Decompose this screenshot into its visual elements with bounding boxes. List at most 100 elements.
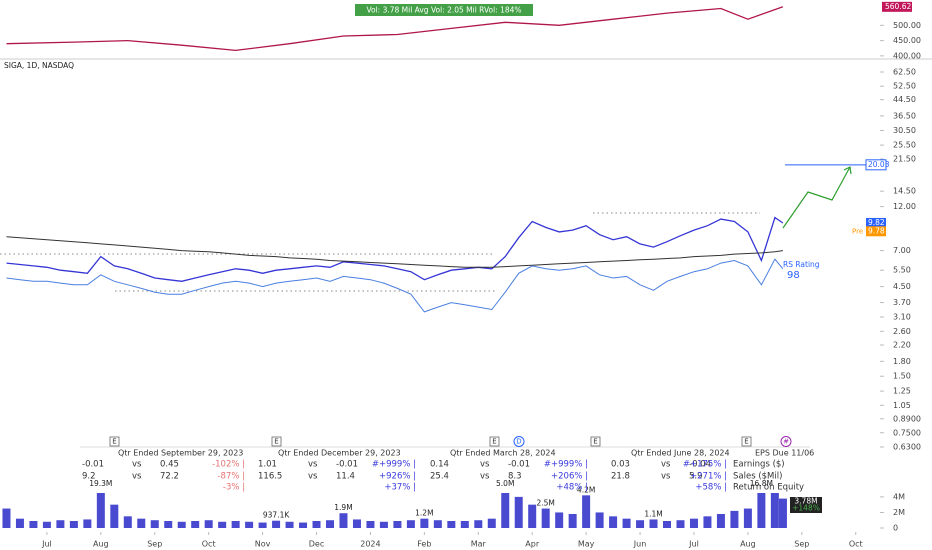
volume-bar <box>245 521 254 528</box>
volume-label: 2.5M <box>536 499 554 508</box>
x-tick-label: Jul <box>688 540 699 549</box>
icon-letter: E <box>274 438 278 446</box>
table-cell: 72.2 <box>160 472 179 482</box>
volume-bar <box>326 520 334 528</box>
icon-letter: # <box>783 438 789 446</box>
y-tick-label: 0 <box>893 524 898 533</box>
table-cell: 5.9 <box>689 472 703 482</box>
series-line <box>6 258 784 313</box>
table-cell: vs <box>132 472 142 482</box>
volume-bar <box>406 520 415 528</box>
x-tick-label: Jun <box>633 540 647 549</box>
volume-bar <box>285 521 294 528</box>
volume-bar <box>366 521 375 528</box>
volume-bar <box>433 520 442 528</box>
earnings-icon <box>489 436 500 447</box>
table-cell: -87% | <box>217 472 245 482</box>
volume-bar <box>83 519 92 528</box>
table-cell: -0.04 <box>689 460 711 470</box>
volume-bar <box>649 519 658 528</box>
volume-bar <box>595 512 604 528</box>
table-cell: vs <box>308 460 318 470</box>
volume-label: 1.2M <box>415 509 433 518</box>
volume-label: 19.3M <box>89 479 112 488</box>
y-tick-label: 0.8900 <box>893 414 921 423</box>
y-tick-label: 4.50 <box>893 282 911 291</box>
volume-label: 937.1K <box>263 511 290 520</box>
y-tick-label: 14.50 <box>893 187 916 196</box>
dividend-icon <box>513 436 525 447</box>
volume-bar <box>541 508 550 528</box>
target-label: 20.03 <box>868 160 890 169</box>
x-tick-label: Apr <box>525 540 540 549</box>
table-cell: vs <box>132 460 142 470</box>
icon-letter: E <box>744 438 748 446</box>
y-tick-label: 4M <box>893 492 905 501</box>
table-cell: +206% | <box>551 472 588 482</box>
price-label: 9.82 <box>868 218 885 227</box>
volume-bar <box>514 496 523 528</box>
volume-bar <box>622 518 631 528</box>
volume-bar <box>501 493 510 528</box>
volume-bar <box>582 495 591 528</box>
projection-arrow <box>782 166 851 229</box>
volume-bar <box>96 493 105 528</box>
volume-bar <box>528 504 537 528</box>
table-cell: 8.3 <box>508 472 522 482</box>
y-tick-label: 3.10 <box>893 313 911 322</box>
volume-bar <box>339 513 348 528</box>
y-tick-label: 2.20 <box>893 340 911 349</box>
y-tick-label: 2.60 <box>893 327 911 336</box>
x-tick-label: Sep <box>147 540 162 549</box>
table-cell: -0.01 <box>82 460 104 470</box>
price-tag <box>866 217 886 228</box>
volume-bar <box>757 493 766 528</box>
earnings-icon <box>109 436 120 447</box>
y-tick-label: 30.50 <box>893 126 916 135</box>
series-line <box>6 216 784 282</box>
row-label: Earnings ($) <box>733 460 785 470</box>
volume-bar <box>204 520 213 528</box>
table-cell: -3% | <box>223 483 245 493</box>
volume-label: 1.1M <box>644 509 662 518</box>
volume-bar <box>110 504 119 528</box>
projection-arrowhead <box>843 166 852 175</box>
table-cell: 9.2 <box>82 472 96 482</box>
y-tick-label: 36.50 <box>893 111 916 120</box>
volume-bar <box>703 516 712 528</box>
y-tick-label: 7.00 <box>893 246 911 255</box>
quarter-header: Qtr Ended December 29, 2023 <box>278 449 401 458</box>
table-cell: vs <box>661 472 671 482</box>
y-tick-label: 1.80 <box>893 357 911 366</box>
icon-letter: E <box>593 438 597 446</box>
x-tick-label: Oct <box>849 540 863 549</box>
volume-bar <box>177 521 186 528</box>
volume-change: +148% <box>792 504 820 513</box>
table-cell: vs <box>308 472 318 482</box>
volume-label: 16.8M <box>750 479 773 488</box>
table-cell: vs <box>480 460 490 470</box>
event-icons: E E E D E E # <box>109 436 792 447</box>
icon-letter: D <box>516 438 521 446</box>
table-cell: +271% | <box>690 472 727 482</box>
series-line <box>6 6 784 52</box>
x-tick-label: Aug <box>740 540 756 549</box>
volume-bar <box>676 520 685 528</box>
volume-bar <box>2 508 11 528</box>
table-cell: 21.8 <box>611 472 630 482</box>
volume-bar <box>447 521 456 528</box>
rs-value: 98 <box>787 270 800 281</box>
volume-bar <box>460 521 469 528</box>
table-cell: 0.14 <box>430 460 449 470</box>
y-tick-label: 3.70 <box>893 298 911 307</box>
volume-bar <box>164 521 173 528</box>
volume-bar <box>487 518 496 528</box>
table-cell: #+999% | <box>544 460 588 470</box>
symbol-title: SIGA, 1D, NASDAQ <box>4 61 74 70</box>
x-tick-label: Feb <box>417 540 431 549</box>
table-cell: +58% | <box>695 483 727 493</box>
table-cell: -102% | <box>212 460 245 470</box>
volume-bar <box>15 518 24 528</box>
stats-text: Vol: 3.78 Mil Avg Vol: 2.05 Mil RVol: 18… <box>366 6 521 15</box>
y-tick-label: 21.50 <box>893 155 916 164</box>
